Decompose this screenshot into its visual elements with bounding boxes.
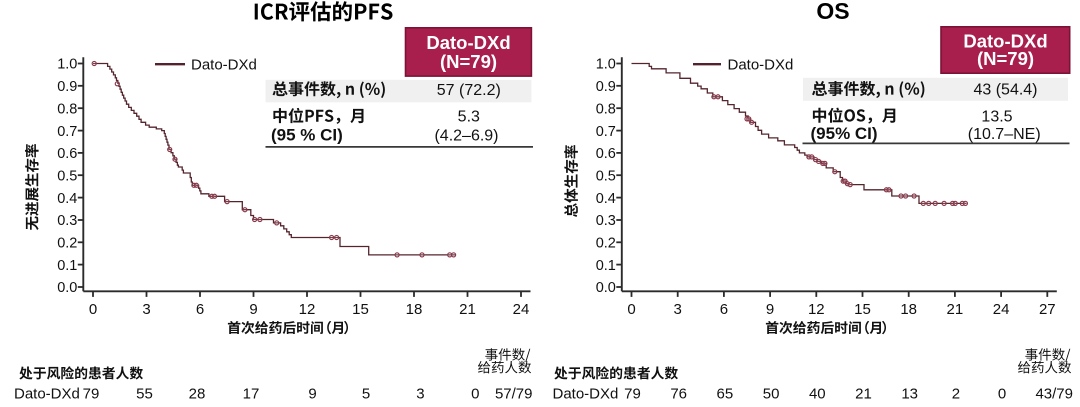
svg-text:0.3: 0.3 — [596, 213, 616, 229]
svg-text:0: 0 — [89, 301, 97, 318]
svg-text:Dato-DXd: Dato-DXd — [426, 32, 510, 53]
svg-text:(10.7–NE): (10.7–NE) — [968, 126, 1041, 143]
svg-text:3: 3 — [142, 301, 150, 318]
svg-text:0.7: 0.7 — [596, 124, 616, 140]
svg-text:0: 0 — [998, 385, 1006, 402]
svg-text:0.0: 0.0 — [57, 280, 77, 296]
svg-text:0.2: 0.2 — [57, 236, 77, 252]
svg-text:65: 65 — [717, 385, 734, 402]
svg-text:0.2: 0.2 — [596, 236, 616, 252]
svg-text:0.9: 0.9 — [596, 79, 616, 95]
svg-text:55: 55 — [136, 385, 153, 402]
svg-text:5.3: 5.3 — [458, 109, 480, 126]
svg-text:21: 21 — [855, 385, 872, 402]
svg-text:0.1: 0.1 — [57, 258, 77, 274]
svg-text:0.6: 0.6 — [596, 146, 616, 162]
svg-text:(95 % CI): (95 % CI) — [271, 125, 343, 144]
svg-text:43 (54.4): 43 (54.4) — [973, 82, 1037, 99]
svg-text:6: 6 — [196, 301, 204, 318]
svg-text:12: 12 — [299, 301, 316, 318]
svg-text:13.5: 13.5 — [981, 108, 1012, 125]
svg-text:50: 50 — [763, 385, 780, 402]
svg-text:3: 3 — [674, 301, 682, 318]
svg-text:13: 13 — [901, 385, 918, 402]
svg-text:24: 24 — [993, 301, 1010, 318]
svg-text:Dato-DXd: Dato-DXd — [963, 30, 1047, 51]
svg-text:0.3: 0.3 — [57, 213, 77, 229]
svg-text:21: 21 — [947, 301, 964, 318]
svg-text:15: 15 — [352, 301, 369, 318]
svg-text:0: 0 — [471, 385, 479, 402]
svg-text:18: 18 — [406, 301, 423, 318]
svg-text:9: 9 — [308, 385, 316, 402]
svg-text:0.8: 0.8 — [57, 101, 77, 117]
svg-text:Dato-DXd: Dato-DXd — [14, 385, 80, 402]
svg-text:79: 79 — [83, 385, 100, 402]
svg-text:0: 0 — [627, 301, 635, 318]
svg-text:5: 5 — [362, 385, 370, 402]
svg-text:0.6: 0.6 — [57, 146, 77, 162]
svg-text:43/79: 43/79 — [1035, 385, 1073, 402]
svg-text:0.4: 0.4 — [57, 191, 77, 207]
svg-text:9: 9 — [249, 301, 257, 318]
svg-text:(4.2–6.9): (4.2–6.9) — [434, 127, 498, 144]
svg-text:(95% CI): (95% CI) — [811, 124, 878, 143]
svg-text:Dato-DXd: Dato-DXd — [553, 385, 619, 402]
svg-text:12: 12 — [808, 301, 825, 318]
svg-text:(N=79): (N=79) — [440, 51, 497, 72]
svg-text:3: 3 — [416, 385, 424, 402]
svg-text:Dato-DXd: Dato-DXd — [728, 56, 794, 73]
svg-text:9: 9 — [766, 301, 774, 318]
svg-text:79: 79 — [624, 385, 641, 402]
svg-text:28: 28 — [189, 385, 206, 402]
svg-text:6: 6 — [720, 301, 728, 318]
svg-text:15: 15 — [854, 301, 871, 318]
svg-text:0.7: 0.7 — [57, 124, 77, 140]
svg-text:OS: OS — [816, 0, 849, 24]
svg-text:17: 17 — [243, 385, 260, 402]
svg-text:40: 40 — [809, 385, 826, 402]
svg-text:0.9: 0.9 — [57, 79, 77, 95]
svg-text:0.5: 0.5 — [57, 168, 77, 184]
svg-text:Dato-DXd: Dato-DXd — [191, 56, 257, 73]
svg-text:2: 2 — [952, 385, 960, 402]
svg-text:76: 76 — [670, 385, 687, 402]
svg-text:0.8: 0.8 — [596, 101, 616, 117]
svg-text:1.0: 1.0 — [57, 57, 77, 73]
svg-text:0.1: 0.1 — [596, 258, 616, 274]
svg-text:57/79: 57/79 — [495, 385, 533, 402]
svg-text:0.4: 0.4 — [596, 191, 616, 207]
svg-text:1.0: 1.0 — [596, 57, 616, 73]
svg-text:(N=79): (N=79) — [977, 48, 1034, 69]
svg-text:24: 24 — [513, 301, 530, 318]
svg-text:0.5: 0.5 — [596, 168, 616, 184]
svg-text:57 (72.2): 57 (72.2) — [437, 82, 501, 99]
svg-text:18: 18 — [900, 301, 917, 318]
svg-text:0.0: 0.0 — [596, 280, 616, 296]
svg-text:27: 27 — [1039, 301, 1056, 318]
svg-text:21: 21 — [459, 301, 476, 318]
